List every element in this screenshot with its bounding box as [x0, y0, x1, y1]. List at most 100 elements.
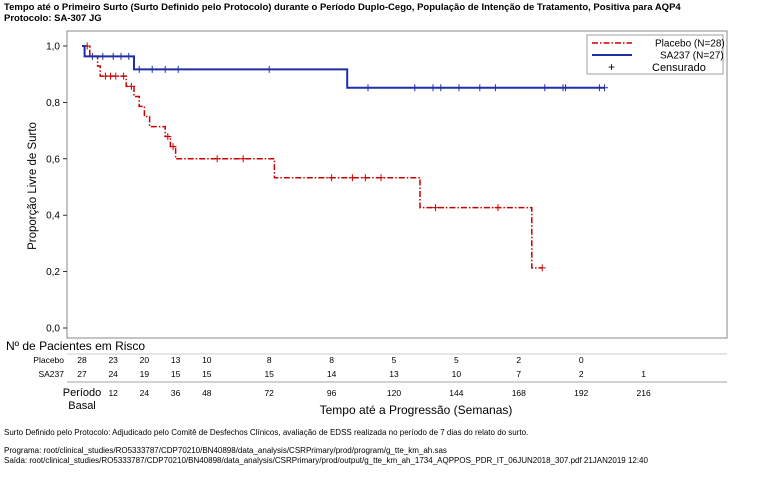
plot-area-frame [66, 30, 728, 339]
censor-mark [169, 143, 177, 151]
legend-label-sa237: SA237 (N=27) [660, 51, 724, 62]
censor-mark [174, 65, 182, 73]
risk-value: 8 [267, 355, 272, 365]
censor-mark [538, 264, 546, 272]
footnote-program: Programa: root/clinical_studies/RO533378… [4, 446, 447, 455]
footnote-definition: Surto Definido pelo Protocolo: Adjudicad… [4, 428, 529, 437]
risk-value: 15 [264, 369, 274, 379]
risk-value: 23 [108, 355, 118, 365]
risk-value: 24 [108, 369, 118, 379]
censor-mark [99, 52, 107, 60]
censor-mark [377, 174, 385, 182]
censor-mark [161, 65, 169, 73]
risk-value: 13 [171, 355, 181, 365]
censor-mark [88, 52, 96, 60]
chart-title-line1: Tempo até o Primeiro Surto (Surto Defini… [4, 2, 681, 13]
risk-row-label-sa237: SA237 [38, 369, 64, 379]
x-tick-label: Período [63, 387, 102, 399]
censor-mark [494, 204, 502, 212]
y-tick-label: 0,4 [46, 211, 60, 222]
risk-values: 28 23 20 13 10 8 8 5 5 2 027 24 19 15 15 15 14 13 10 7 2 1 [77, 355, 646, 379]
x-tick-label: 72 [264, 388, 274, 398]
censor-mark [455, 84, 463, 92]
censor-mark [348, 174, 356, 182]
legend: Placebo (N=28) SA237 (N=27) + Censurado [586, 34, 725, 75]
censor-mark [491, 84, 499, 92]
censor-mark [364, 84, 372, 92]
y-tick-label: 0,8 [46, 98, 60, 109]
censor-mark [213, 155, 221, 163]
risk-value: 10 [452, 369, 462, 379]
x-tick-label: 96 [327, 388, 337, 398]
censor-mark [164, 133, 172, 141]
censor-mark [117, 52, 125, 60]
censor-mark [120, 72, 128, 80]
risk-value: 10 [202, 355, 212, 365]
chart-title-line2: Protocolo: SA-307 JG [4, 13, 102, 24]
censor-mark [148, 65, 156, 73]
risk-value: 20 [140, 355, 150, 365]
footnote-output: Saída: root/clinical_studies/RO5333787/C… [4, 456, 648, 465]
risk-value: 2 [516, 355, 521, 365]
x-tick-label: 192 [574, 388, 588, 398]
censor-mark [429, 84, 437, 92]
censor-mark [437, 84, 445, 92]
censor-mark [601, 84, 609, 92]
risk-value: 8 [329, 355, 334, 365]
x-tick-label: 36 [171, 388, 181, 398]
censor-mark [239, 155, 247, 163]
y-tick-label: 0,6 [46, 154, 60, 165]
censor-mark [328, 174, 336, 182]
censor-mark [411, 84, 419, 92]
censor-mark [541, 84, 549, 92]
x-tick-label: 24 [140, 388, 150, 398]
series-placebo [82, 42, 546, 272]
y-axis-label: Proporção Livre de Surto [27, 122, 39, 250]
x-tick-label: 216 [637, 388, 651, 398]
censor-mark [135, 65, 143, 73]
y-tick-label: 0,0 [46, 324, 60, 335]
legend-label-censored: Censurado [652, 62, 706, 74]
series-line [82, 45, 543, 269]
risk-value: 19 [140, 369, 150, 379]
series-line [82, 45, 605, 89]
legend-censor-symbol: + [608, 60, 615, 74]
x-tick-label: 120 [387, 388, 401, 398]
risk-table-title: Nº de Pacientes em Risco [6, 339, 145, 353]
risk-value: 28 [77, 355, 87, 365]
censor-mark [112, 72, 120, 80]
risk-value: 14 [327, 369, 337, 379]
censor-mark [476, 84, 484, 92]
y-tick-label: 1,0 [46, 42, 60, 53]
risk-value: 15 [202, 369, 212, 379]
y-axis: 0,0 0,2 0,4 0,6 0,8 1,0 [46, 42, 67, 335]
censor-mark [127, 82, 135, 90]
chart-title: Tempo até o Primeiro Surto (Surto Defini… [4, 2, 681, 24]
x-tick-label: 168 [512, 388, 526, 398]
risk-value: 5 [392, 355, 397, 365]
censor-mark [125, 52, 133, 60]
risk-row-label-placebo: Placebo [33, 355, 64, 365]
censor-mark [562, 84, 570, 92]
x-tick-label: Basal [68, 400, 96, 412]
series-sa237 [82, 45, 609, 92]
risk-value: 27 [77, 369, 87, 379]
risk-value: 13 [389, 369, 399, 379]
risk-value: 7 [516, 369, 521, 379]
risk-value: 1 [641, 369, 646, 379]
censor-mark [361, 174, 369, 182]
x-tick-label: 12 [108, 388, 118, 398]
censor-mark [265, 65, 273, 73]
risk-value: 5 [454, 355, 459, 365]
risk-value: 15 [171, 369, 181, 379]
risk-value: 0 [579, 355, 584, 365]
censor-mark [109, 52, 117, 60]
y-tick-label: 0,2 [46, 267, 60, 278]
x-axis-label: Tempo até a Progressão (Semanas) [320, 403, 513, 417]
censor-mark [432, 204, 440, 212]
risk-value: 2 [579, 369, 584, 379]
x-tick-label: 144 [449, 388, 463, 398]
x-tick-label: 48 [202, 388, 212, 398]
